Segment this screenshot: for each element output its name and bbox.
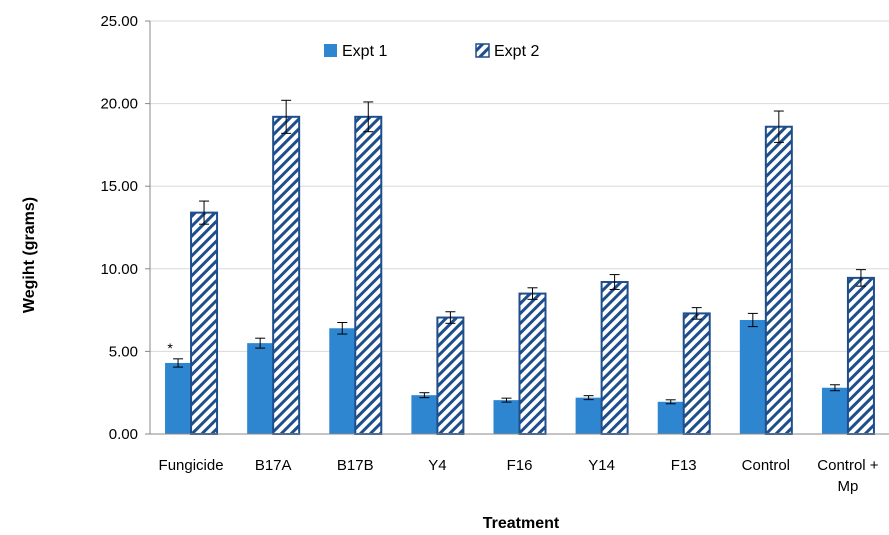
bar-expt2 [764, 125, 793, 435]
y-axis-title: Wegiht (grams) [21, 197, 38, 313]
bar-expt2 [354, 115, 383, 435]
bar-expt1 [575, 397, 602, 434]
x-tick-label: Y14 [588, 457, 615, 474]
legend-swatch-expt2 [475, 43, 490, 58]
bar-expt1 [821, 387, 848, 434]
x-tick-label: Control + [817, 457, 879, 474]
x-tick-label: Mp [838, 478, 859, 495]
x-axis: Fungicide B17A B17B Y4 F16 Y14 F13 Control Contr… [150, 433, 889, 495]
bars-group: * [165, 99, 875, 435]
bar-expt1 [329, 328, 356, 434]
y-tick-label: 25.00 [100, 13, 138, 30]
x-tick-label: Y4 [428, 457, 446, 474]
bar-expt2 [600, 281, 629, 435]
y-tick-label: 20.00 [100, 96, 138, 113]
legend-label: Expt 1 [342, 43, 387, 60]
legend: Expt 1 Expt 2 [324, 43, 539, 60]
x-tick-label: B17A [255, 457, 292, 474]
y-tick-label: 0.00 [109, 426, 138, 443]
bar-expt1 [739, 320, 766, 434]
bar-expt1 [657, 401, 684, 434]
x-tick-label: F16 [507, 457, 533, 474]
legend-label: Expt 2 [494, 43, 539, 60]
y-tick-label: 5.00 [109, 343, 138, 360]
bar-expt2 [272, 115, 301, 435]
x-tick-label: B17B [337, 457, 374, 474]
y-tick-label: 10.00 [100, 261, 138, 278]
bar-expt2 [436, 316, 465, 435]
bar-expt2 [518, 292, 547, 435]
significance-marker: * [167, 340, 173, 356]
x-tick-label: Control [742, 457, 790, 474]
bar-expt1 [411, 395, 438, 434]
y-tick-label: 15.00 [100, 178, 138, 195]
legend-swatch-expt1 [324, 44, 337, 57]
bar-expt1 [247, 343, 274, 434]
bar-expt1 [493, 400, 520, 434]
x-axis-title: Treatment [483, 515, 560, 532]
y-axis: 0.00 5.00 10.00 15.00 20.00 25.00 [100, 13, 151, 443]
bar-expt2 [846, 276, 875, 435]
bar-expt1 [165, 362, 192, 434]
x-tick-label: F13 [671, 457, 697, 474]
bar-expt2 [682, 312, 711, 435]
bar-expt2 [190, 211, 219, 435]
x-tick-label: Fungicide [159, 457, 224, 474]
